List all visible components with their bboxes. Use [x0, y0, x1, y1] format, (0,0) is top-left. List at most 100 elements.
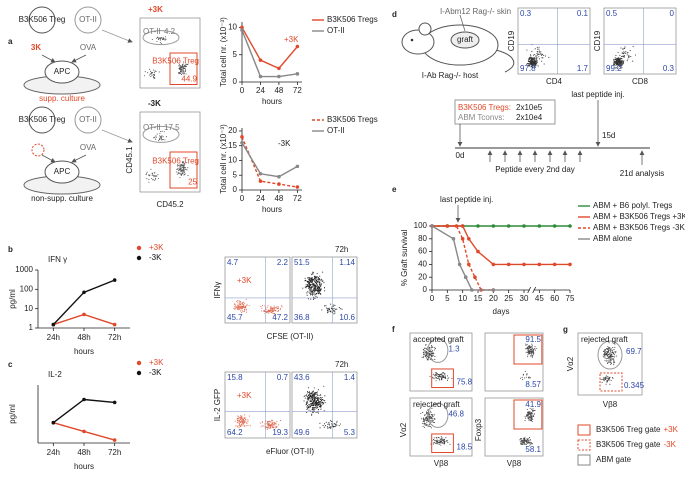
event-dot — [307, 397, 309, 399]
event-dot — [268, 310, 270, 312]
event-dot — [434, 418, 436, 421]
event-dot — [628, 54, 630, 56]
event-dot — [276, 421, 278, 423]
event-dot — [236, 415, 239, 417]
event-dot — [178, 65, 180, 67]
event-dot — [181, 166, 183, 168]
event-dot — [260, 426, 262, 428]
event-dot — [319, 293, 321, 295]
event-dot — [629, 49, 631, 52]
responder-gate — [142, 125, 180, 143]
event-dot — [186, 63, 188, 65]
event-dot — [238, 301, 240, 303]
event-dot — [442, 376, 444, 378]
event-dot — [434, 347, 437, 349]
event-dot — [315, 405, 317, 407]
event-dot — [317, 286, 319, 288]
event-dot — [541, 55, 543, 57]
event-dot — [524, 416, 526, 418]
panel-label: d — [392, 10, 397, 19]
event-dot — [310, 287, 312, 290]
event-dot — [178, 67, 180, 69]
event-dot — [431, 346, 433, 348]
event-dot — [530, 355, 532, 357]
event-dot — [307, 398, 309, 400]
mouse-head — [401, 29, 435, 55]
event-dot — [422, 420, 424, 422]
event-dot — [245, 419, 247, 421]
cell-label: B3K506 Treg — [19, 115, 66, 124]
event-dot — [247, 424, 249, 426]
event-dot — [532, 408, 534, 410]
gate-value: 75.8 — [457, 377, 473, 386]
data-point — [240, 25, 244, 30]
event-dot — [427, 424, 429, 427]
event-dot — [245, 309, 247, 311]
event-dot — [307, 298, 309, 300]
event-dot — [306, 284, 308, 287]
event-dot — [430, 418, 432, 420]
event-dot — [447, 378, 449, 380]
event-dot — [151, 74, 153, 76]
event-dot — [178, 73, 180, 75]
event-dot — [309, 401, 311, 403]
event-dot — [308, 283, 310, 285]
event-dot — [605, 375, 607, 377]
event-dot — [533, 66, 535, 68]
event-dot — [309, 285, 311, 287]
x-tick-label: 72 — [293, 86, 302, 95]
event-dot — [308, 396, 310, 398]
event-dot — [526, 438, 528, 440]
event-dot — [309, 393, 311, 395]
gate-value: 18.5 — [457, 442, 473, 451]
y-axis-label: pg/ml — [8, 404, 17, 424]
event-dot — [238, 303, 241, 305]
event-dot — [451, 377, 453, 379]
event-dot — [523, 442, 525, 444]
event-dot — [270, 424, 272, 426]
event-dot — [612, 64, 614, 66]
event-dot — [529, 419, 531, 421]
event-dot — [528, 353, 530, 355]
timeline-label: 21d analysis — [620, 169, 664, 178]
event-dot — [330, 311, 332, 313]
event-dot — [534, 60, 536, 62]
data-point — [552, 224, 557, 228]
event-dot — [277, 306, 280, 308]
event-dot — [306, 408, 308, 411]
event-dot — [438, 375, 441, 377]
event-dot — [239, 425, 241, 427]
event-dot — [315, 278, 317, 280]
legend-label: -3K — [149, 253, 162, 262]
y-axis-label: Total cell nr. (x10⁻³) — [219, 124, 228, 194]
event-dot — [604, 351, 606, 353]
event-dot — [309, 403, 312, 405]
data-point — [258, 171, 263, 176]
event-dot — [159, 138, 161, 140]
event-dot — [438, 440, 440, 442]
event-dot — [161, 135, 163, 137]
event-dot — [440, 373, 442, 376]
event-dot — [308, 285, 310, 287]
event-dot — [529, 444, 531, 446]
event-dot — [317, 409, 319, 411]
event-dot — [234, 306, 236, 308]
event-dot — [532, 58, 534, 60]
event-dot — [145, 173, 147, 175]
event-dot — [316, 396, 318, 398]
data-point — [473, 275, 477, 280]
event-dot — [617, 60, 619, 62]
event-dot — [273, 309, 275, 311]
event-dot — [317, 399, 319, 401]
event-dot — [328, 423, 330, 425]
event-dot — [614, 346, 616, 348]
event-dot — [237, 425, 239, 427]
event-dot — [144, 71, 146, 73]
abm-gate — [597, 340, 623, 370]
event-dot — [527, 346, 529, 348]
event-dot — [317, 279, 319, 281]
event-dot — [237, 300, 239, 302]
data-point — [295, 164, 300, 169]
event-dot — [529, 352, 531, 354]
event-dot — [317, 397, 319, 399]
